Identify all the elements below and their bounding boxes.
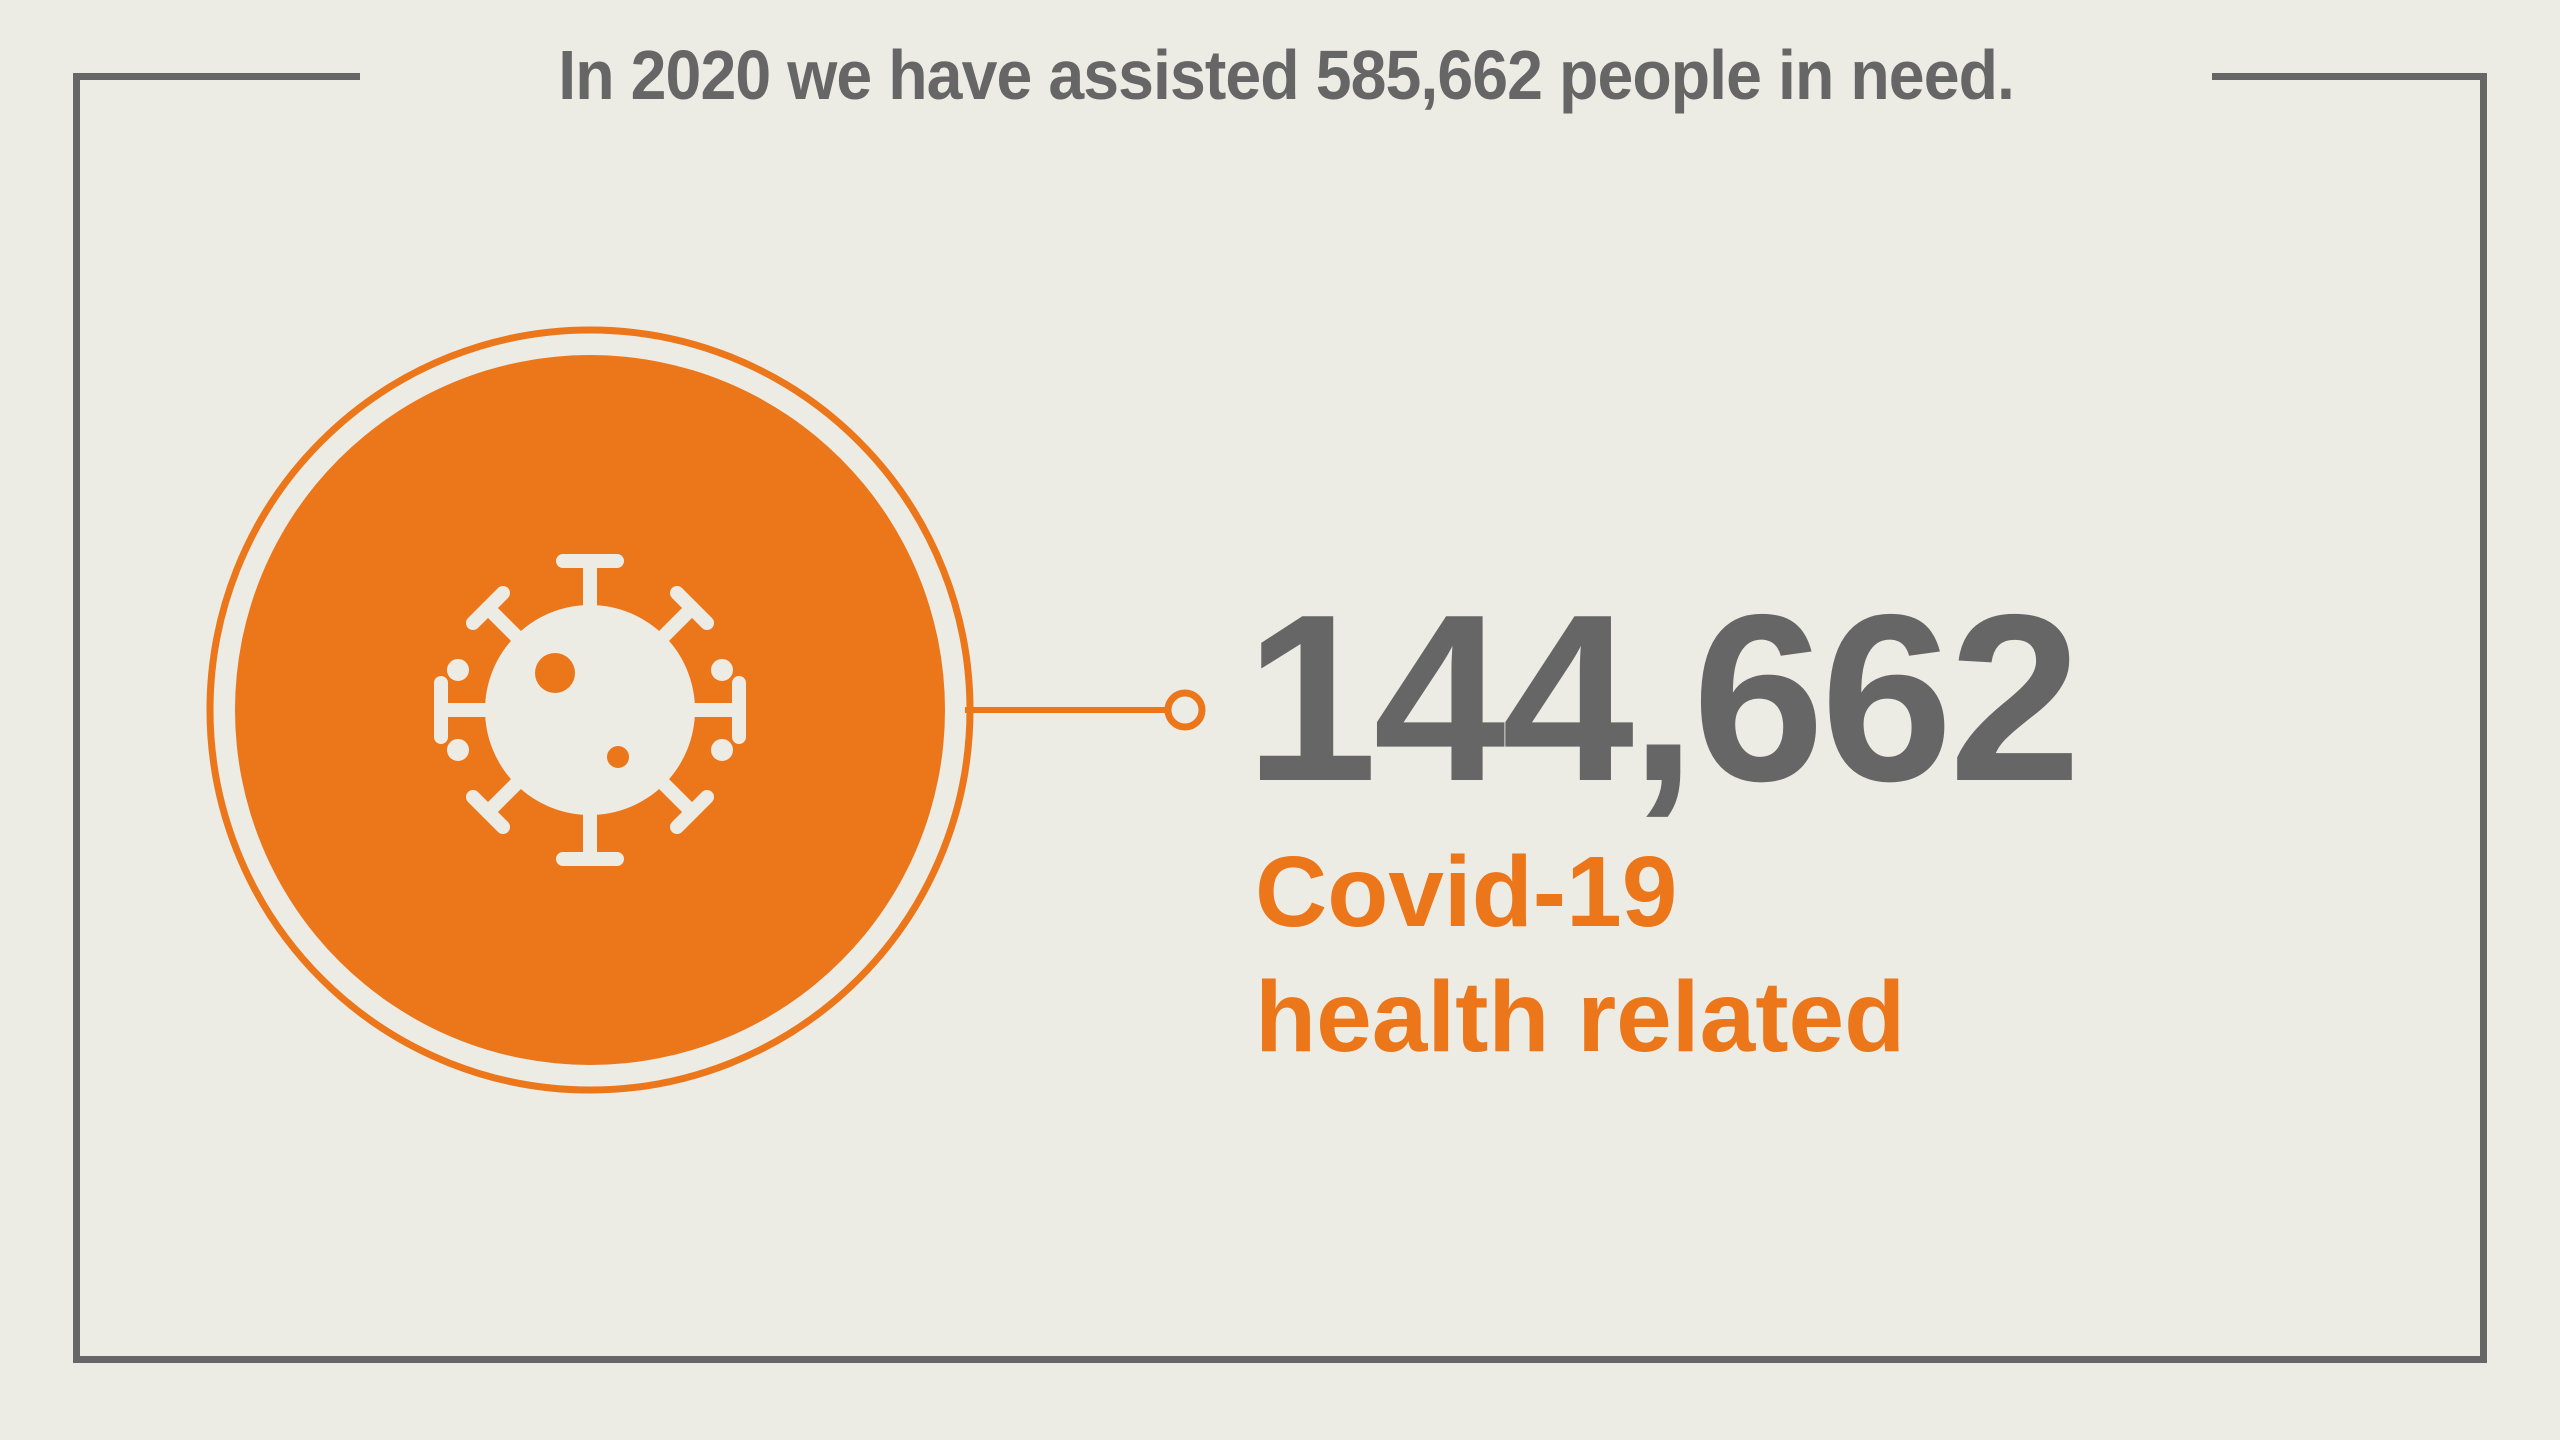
headline: In 2020 we have assisted 585,662 people …	[558, 36, 2015, 114]
connector-line	[965, 689, 1206, 731]
headline-container: In 2020 we have assisted 585,662 people …	[360, 30, 2212, 120]
stat-label: Covid-19 health related	[1255, 830, 1905, 1080]
connector-dot	[1164, 689, 1206, 731]
stat-value: 144,662	[1245, 566, 2081, 831]
virus-icon	[434, 554, 746, 866]
stat-label-line1: Covid-19	[1255, 836, 1678, 948]
covid-badge	[206, 326, 974, 1094]
stat-label-line2: health related	[1255, 961, 1906, 1073]
